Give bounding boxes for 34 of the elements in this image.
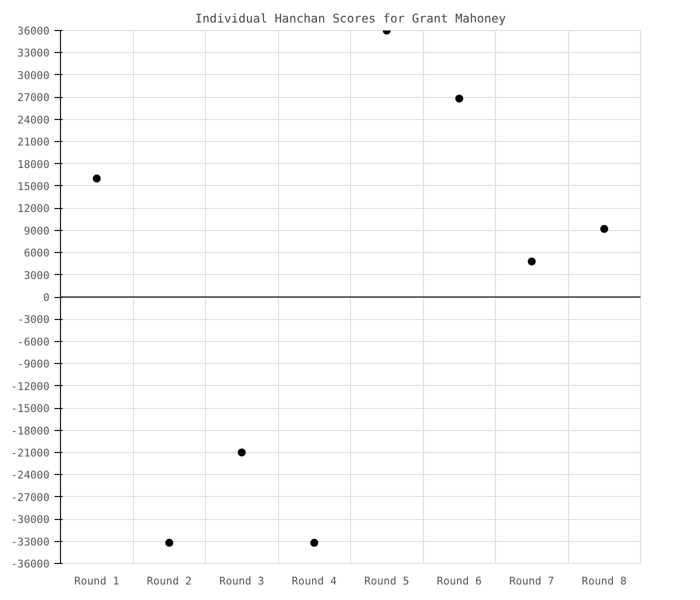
y-tick-label: -15000 bbox=[11, 402, 50, 416]
x-tick-label: Round 8 bbox=[582, 574, 627, 588]
y-tick-label: 21000 bbox=[17, 136, 50, 149]
y-tick-label: 12000 bbox=[17, 202, 50, 216]
x-tick-label: Round 3 bbox=[219, 574, 264, 588]
y-tick-label: -6000 bbox=[17, 335, 50, 348]
x-tick-label: Round 4 bbox=[292, 574, 337, 588]
x-tick-label: Round 7 bbox=[509, 574, 554, 588]
x-tick-label: Round 5 bbox=[364, 574, 410, 588]
y-tick-label: 18000 bbox=[17, 158, 50, 171]
y-tick-label: -21000 bbox=[11, 446, 50, 460]
y-tick-label: 9000 bbox=[24, 224, 50, 238]
x-tick-label: Round 6 bbox=[436, 574, 482, 588]
y-tick-label: -18000 bbox=[11, 424, 50, 438]
y-tick-label: 0 bbox=[43, 291, 50, 304]
y-tick-label: 27000 bbox=[17, 91, 50, 104]
y-tick-label: -24000 bbox=[11, 468, 50, 482]
x-tick-label: Round 2 bbox=[146, 574, 192, 588]
y-tick-label: 33000 bbox=[17, 46, 50, 60]
y-tick-label: 36000 bbox=[17, 24, 50, 38]
y-tick-label: 24000 bbox=[17, 113, 50, 126]
y-tick-label: -27000 bbox=[11, 490, 50, 504]
y-tick-label: -33000 bbox=[11, 535, 50, 548]
y-tick-label: -9000 bbox=[17, 358, 50, 371]
y-tick-label: 15000 bbox=[17, 180, 50, 193]
y-tick-label: 3000 bbox=[24, 268, 50, 282]
x-tick-label: Round 1 bbox=[74, 574, 120, 588]
y-tick-label: 30000 bbox=[17, 68, 50, 82]
y-tick-label: -30000 bbox=[11, 513, 50, 526]
y-tick-label: -3000 bbox=[17, 313, 50, 326]
y-tick-label: -12000 bbox=[11, 380, 50, 393]
y-tick-label: -36000 bbox=[11, 558, 50, 570]
y-tick-label: 6000 bbox=[24, 246, 50, 260]
chart-title: Individual Hanchan Scores for Grant Mahoney bbox=[195, 12, 506, 26]
